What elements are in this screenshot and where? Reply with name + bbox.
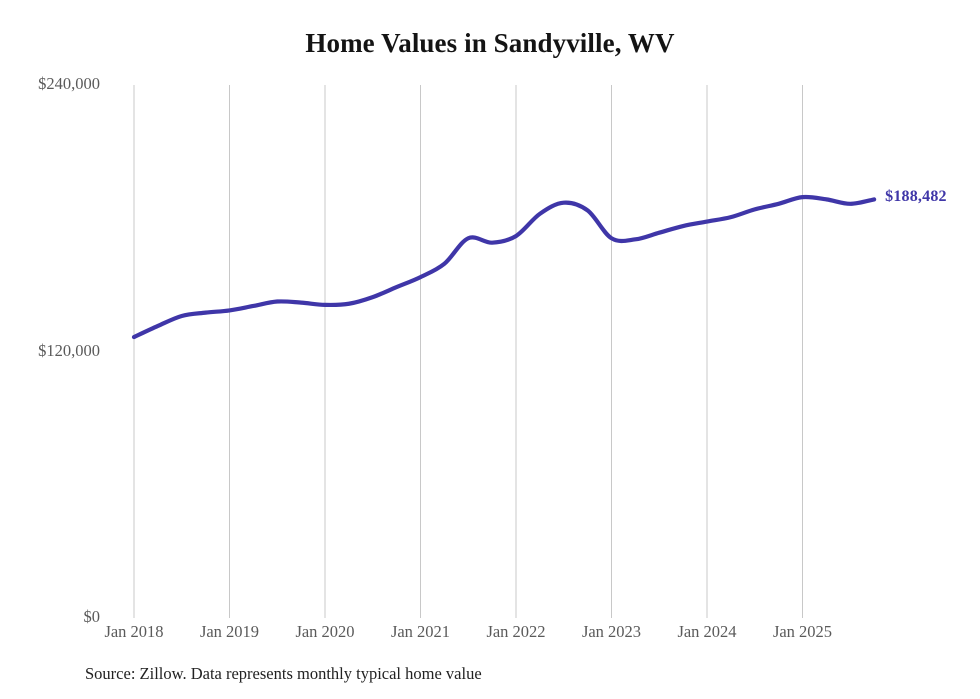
x-tick-label-jan-2018: Jan 2018 xyxy=(104,622,164,641)
line-series-typical-home-value xyxy=(131,194,877,340)
y-tick-label-0: $0 xyxy=(83,607,101,626)
x-tick-label-jan-2019: Jan 2019 xyxy=(199,622,260,641)
source-caption: Source: Zillow. Data represents monthly … xyxy=(85,664,482,683)
x-tick-label-jan-2021: Jan 2021 xyxy=(390,622,451,641)
chart-title: Home Values in Sandyville, WV xyxy=(305,28,675,58)
x-tick-label-jan-2025: Jan 2025 xyxy=(772,622,833,641)
x-tick-label-jan-2023: Jan 2023 xyxy=(581,622,642,641)
end-value-annotation: $188,482 xyxy=(885,188,947,206)
y-tick-label-120000: $120,000 xyxy=(38,340,100,360)
chart-gridlines xyxy=(133,85,803,618)
x-tick-label-jan-2024: Jan 2024 xyxy=(677,622,737,641)
x-tick-label-jan-2020: Jan 2020 xyxy=(295,622,355,641)
chart-data-line xyxy=(131,194,877,340)
x-tick-label-jan-2022: Jan 2022 xyxy=(486,622,546,641)
y-tick-label-240000: $240,000 xyxy=(38,74,100,93)
